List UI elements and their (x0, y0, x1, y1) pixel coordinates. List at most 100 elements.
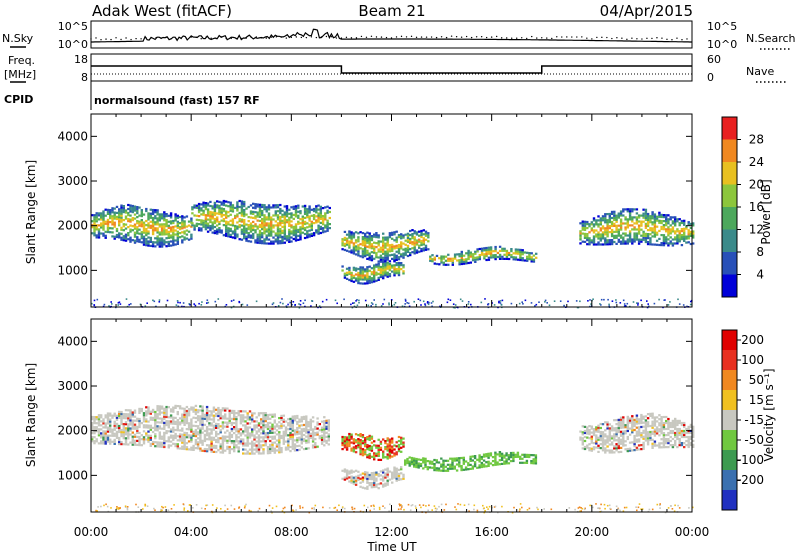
heatmap-cell (382, 469, 385, 472)
heatmap-cell (357, 271, 360, 275)
heatmap-cell (231, 210, 235, 213)
heatmap-cell (370, 455, 374, 458)
heatmap-cell (149, 444, 152, 447)
heatmap-cell (246, 414, 249, 417)
heatmap-cell (599, 439, 602, 442)
heatmap-cell (482, 459, 486, 462)
heatmap-cell (261, 226, 264, 229)
heatmap-cell (613, 445, 616, 448)
heatmap-cell (361, 434, 365, 437)
heatmap-cell (233, 411, 236, 415)
heatmap-cell (289, 437, 292, 441)
heatmap-cell (528, 455, 531, 459)
noise-search-dot (566, 36, 568, 38)
heatmap-cell (379, 260, 383, 263)
heatmap-cell (176, 238, 179, 241)
heatmap-cell (181, 235, 184, 238)
heatmap-cell (512, 453, 515, 456)
scatter-cell (636, 302, 638, 304)
heatmap-cell (264, 436, 267, 439)
heatmap-cell (206, 226, 210, 229)
scatter-cell (158, 301, 161, 303)
heatmap-cell (451, 457, 454, 460)
noise-search-dot (325, 35, 328, 38)
heatmap-cell (202, 221, 205, 224)
heatmap-cell (97, 224, 101, 227)
heatmap-cell (310, 228, 313, 231)
heatmap-cell (274, 234, 277, 237)
heatmap-cell (610, 228, 614, 232)
heatmap-cell (388, 442, 392, 445)
heatmap-cell (597, 428, 600, 431)
heatmap-cell (275, 449, 279, 452)
heatmap-cell (300, 420, 303, 423)
noise-search-dot (490, 36, 493, 38)
heatmap-cell (667, 214, 670, 217)
noise-search-dot (360, 35, 363, 38)
heatmap-cell (384, 256, 387, 259)
heatmap-cell (133, 209, 137, 212)
heatmap-cell (388, 254, 392, 257)
heatmap-cell (624, 228, 627, 231)
heatmap-cell (210, 448, 213, 451)
heatmap-cell (194, 447, 198, 450)
heatmap-cell (435, 461, 438, 464)
heatmap-cell (167, 214, 170, 217)
heatmap-cell (97, 230, 101, 233)
heatmap-cell (283, 213, 286, 216)
heatmap-cell (613, 212, 616, 215)
heatmap-cell (420, 239, 423, 243)
heatmap-cell (354, 439, 358, 442)
heatmap-cell (120, 206, 123, 209)
heatmap-cell (388, 248, 392, 251)
heatmap-cell (521, 453, 524, 456)
heatmap-cell (402, 473, 405, 476)
heatmap-cell (203, 429, 207, 432)
heatmap-cell (391, 245, 394, 248)
heatmap-cell (138, 431, 141, 435)
heatmap-cell (115, 416, 119, 419)
heatmap-cell (366, 268, 369, 271)
heatmap-cell (178, 429, 182, 432)
heatmap-cell (172, 426, 175, 429)
heatmap-cell (579, 230, 582, 233)
heatmap-cell (142, 239, 146, 242)
heatmap-cell (133, 433, 137, 436)
heatmap-cell (147, 434, 150, 437)
heatmap-cell (202, 223, 205, 226)
heatmap-cell (210, 410, 213, 413)
heatmap-cell (579, 222, 582, 225)
heatmap-cell (323, 444, 326, 447)
heatmap-cell (204, 214, 208, 217)
heatmap-cell (271, 441, 274, 444)
heatmap-cell (169, 414, 173, 417)
heatmap-cell (382, 250, 385, 253)
heatmap-cell (167, 234, 170, 237)
heatmap-cell (487, 456, 490, 459)
heatmap-cell (218, 200, 221, 203)
heatmap-cell (418, 250, 421, 253)
noise-search-dot (455, 36, 458, 38)
heatmap-cell (236, 205, 239, 208)
heatmap-cell (176, 421, 179, 424)
heatmap-cell (361, 476, 365, 479)
heatmap-cell (364, 441, 367, 444)
heatmap-cell (118, 414, 121, 417)
heatmap-cell (229, 223, 232, 226)
heatmap-cell (352, 236, 356, 239)
heatmap-cell (275, 423, 279, 426)
heatmap-cell (283, 237, 286, 240)
heatmap-cell (391, 266, 394, 269)
heatmap-cell (109, 426, 112, 429)
scatter-cell (311, 300, 313, 302)
heatmap-cell (348, 250, 351, 253)
heatmap-cell (111, 223, 114, 226)
heatmap-cell (500, 462, 504, 465)
heatmap-cell (253, 442, 256, 445)
heatmap-cell (325, 419, 328, 422)
heatmap-cell (586, 430, 589, 433)
heatmap-cell (269, 425, 272, 428)
heatmap-cell (165, 223, 168, 226)
heatmap-cell (606, 425, 609, 428)
heatmap-cell (386, 273, 389, 276)
